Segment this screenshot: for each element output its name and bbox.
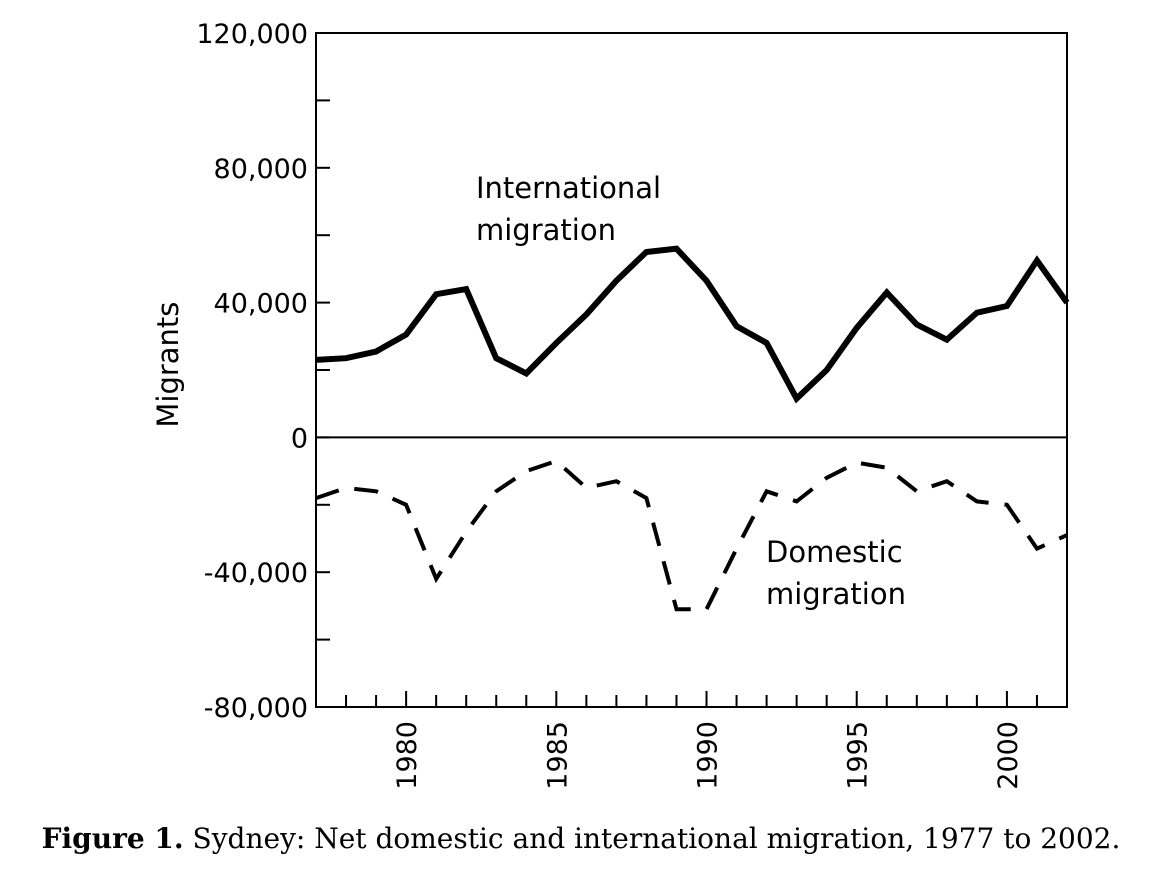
series-lines [315, 245, 1070, 612]
y-tick-label: 120,000 [196, 19, 308, 50]
x-tick-label: 1985 [542, 721, 573, 790]
plot-frame [315, 32, 1068, 708]
y-axis-title: Migrants [151, 302, 185, 428]
figure-label: Figure 1. [41, 822, 184, 855]
y-tick-label: 0 [291, 423, 308, 454]
y-tick-labels: 120,000 80,000 40,000 0 -40,000 -80,000 [196, 19, 308, 724]
domestic-migration-line [315, 458, 1068, 612]
domestic-migration-label-line: migration [766, 577, 906, 611]
plot-border [315, 32, 1068, 708]
y-tick-label: -80,000 [204, 693, 308, 724]
international-migration-label-line: migration [476, 213, 616, 247]
international-migration-label-line: International [476, 171, 661, 205]
figure-caption-text: Sydney: Net domestic and international m… [183, 822, 1121, 855]
x-tick-label: 2000 [993, 721, 1024, 790]
x-tick-label: 1995 [843, 721, 874, 790]
figure-caption: Figure 1. Sydney: Net domestic and inter… [0, 822, 1162, 855]
minor-ticks [316, 32, 1038, 708]
series-labels: International migration Domestic migration [476, 171, 906, 611]
y-tick-label: 40,000 [214, 289, 308, 320]
x-tick-label: 1990 [693, 721, 724, 790]
y-tick-label: -40,000 [204, 558, 308, 589]
domestic-migration-label-line: Domestic [766, 535, 903, 569]
x-tick-label: 1980 [392, 721, 423, 790]
x-tick-labels: 1980 1985 1990 1995 2000 [392, 721, 1024, 790]
y-tick-label: 80,000 [214, 154, 308, 185]
international-migration-line [315, 245, 1070, 404]
